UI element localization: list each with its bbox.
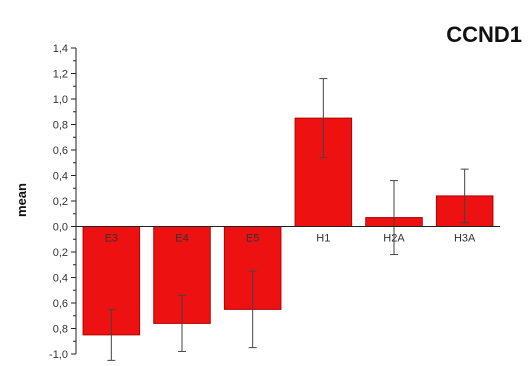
- error-bar-e4: [178, 294, 186, 352]
- y-tick-label: 0,6: [53, 298, 68, 310]
- error-bar-h3a: [460, 168, 469, 224]
- y-tick-label: 0,2: [53, 196, 68, 208]
- category-label-e5: E5: [246, 233, 259, 245]
- y-tick-label: 0,4: [53, 273, 68, 285]
- category-label-h1: H1: [316, 233, 330, 245]
- y-tick-label: 0,8: [53, 120, 68, 132]
- y-tick-label: -1,0: [49, 349, 68, 361]
- error-bars-layer: [107, 78, 469, 361]
- category-labels: E3 E4 E5 H1 H2A H3A: [105, 233, 476, 245]
- y-tick-label: 0,8: [53, 324, 68, 336]
- category-label-h2a: H2A: [383, 233, 405, 245]
- y-tick-label: 0,2: [53, 247, 68, 259]
- y-axis: 1,4 1,2 1,0 0,8 0,6 0,4 0,2 0,0 0,2 0,4 0,6 0,8 -1,0: [49, 43, 500, 361]
- y-axis-label: mean: [14, 183, 29, 217]
- chart-title: CCND1: [446, 22, 522, 47]
- y-tick-label: 0,6: [53, 145, 68, 157]
- y-tick-label: 1,2: [53, 69, 68, 81]
- y-tick-label: 0,4: [53, 171, 68, 183]
- category-label-e3: E3: [105, 233, 118, 245]
- y-tick-label: 1,0: [53, 94, 68, 106]
- error-bar-h2a: [390, 180, 398, 256]
- category-label-h3a: H3A: [454, 233, 476, 245]
- error-bar-e3: [107, 308, 116, 361]
- error-bar-h1: [319, 78, 328, 159]
- y-tick-label: 0,0: [53, 222, 68, 234]
- y-tick-label: 1,4: [53, 43, 68, 55]
- error-bar-e5: [248, 270, 257, 349]
- category-label-e4: E4: [175, 233, 188, 245]
